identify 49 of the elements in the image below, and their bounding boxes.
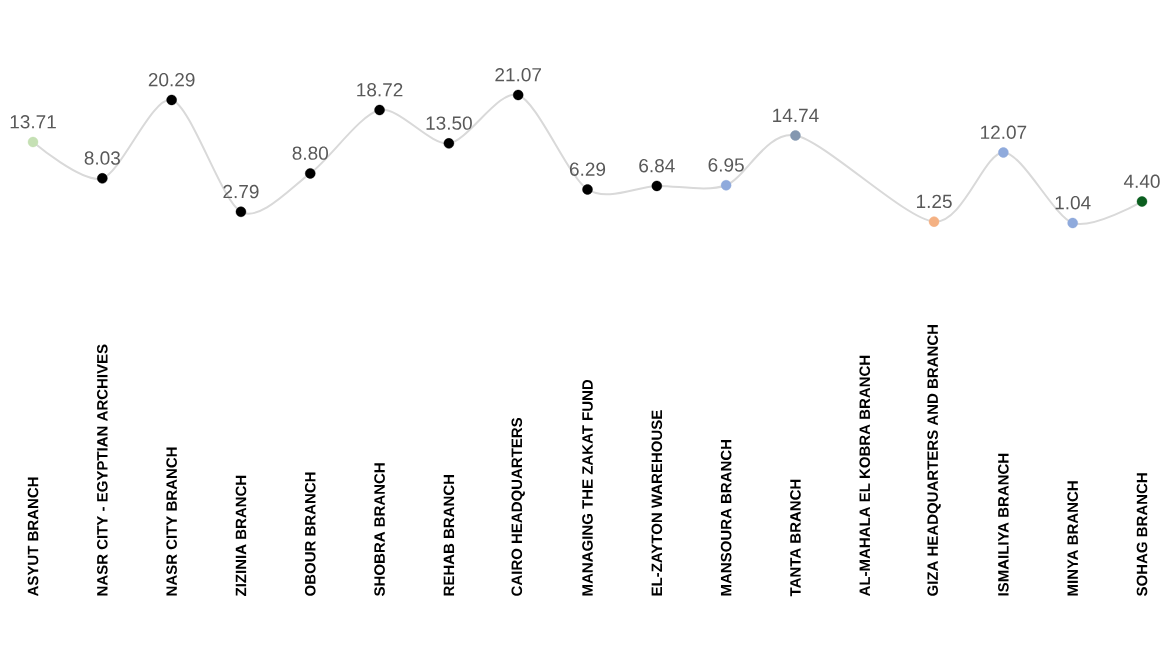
x-tick-label: ZIZINIA BRANCH bbox=[235, 475, 247, 597]
x-tick-label: SHOBRA BRANCH bbox=[374, 463, 385, 597]
data-label: 14.74 bbox=[773, 108, 819, 122]
point bbox=[443, 138, 455, 149]
point bbox=[582, 184, 593, 195]
point bbox=[305, 168, 316, 179]
point bbox=[998, 147, 1009, 158]
x-tick-label: OBOUR BRANCH bbox=[304, 472, 316, 596]
point bbox=[235, 206, 247, 218]
data-label: 13.71 bbox=[10, 115, 56, 129]
x-tick-label: ASYUT BRANCH bbox=[27, 477, 39, 597]
data-label: 8.80 bbox=[292, 146, 328, 160]
x-tick-label: NASR CITY BRANCH bbox=[166, 447, 177, 596]
point bbox=[651, 180, 663, 192]
point bbox=[97, 173, 108, 184]
data-label: 20.29 bbox=[148, 72, 195, 87]
x-tick-label: TANTA BRANCH bbox=[790, 479, 801, 597]
x-tick-label: SOHAG BRANCH bbox=[1136, 473, 1148, 597]
data-label: 21.07 bbox=[495, 68, 542, 82]
x-tick-label: GIZA HEADQUARTERS AND BRANCH bbox=[927, 325, 941, 596]
data-label: 8.03 bbox=[84, 151, 120, 165]
point bbox=[166, 94, 177, 106]
x-tick-label: REHAB BRANCH bbox=[443, 475, 455, 596]
data-label: 13.50 bbox=[426, 116, 472, 130]
data-label: 1.25 bbox=[917, 194, 952, 209]
point bbox=[790, 130, 801, 141]
data-label: 12.07 bbox=[981, 125, 1027, 139]
point bbox=[928, 216, 940, 227]
data-label: 6.95 bbox=[708, 158, 744, 172]
point bbox=[27, 136, 39, 148]
x-tick-label: MANAGING THE ZAKAT FUND bbox=[582, 379, 593, 596]
point bbox=[512, 89, 524, 101]
point bbox=[1067, 217, 1078, 229]
x-tick-label: AL-MAHALA EL KOBRA BRANCH bbox=[859, 355, 871, 597]
data-label: 1.04 bbox=[1055, 196, 1091, 210]
x-tick-label: MINYA BRANCH bbox=[1067, 481, 1078, 596]
data-label: 4.40 bbox=[1123, 174, 1160, 188]
data-label: 6.29 bbox=[569, 162, 606, 176]
x-tick-label: NASR CITY - EGYPTIAN ARCHIVES bbox=[97, 344, 108, 596]
x-tick-label: EL-ZAYTON WAREHOUSE bbox=[651, 410, 663, 596]
x-tick-label: ISMAILIYA BRANCH bbox=[998, 453, 1009, 596]
data-label: 18.72 bbox=[357, 83, 403, 97]
x-tick-label: MANSOURA BRANCH bbox=[720, 440, 732, 596]
data-label: 6.84 bbox=[639, 158, 675, 173]
data-label: 2.79 bbox=[223, 184, 259, 199]
point bbox=[720, 180, 732, 191]
point bbox=[374, 104, 385, 116]
point bbox=[1136, 196, 1148, 207]
x-tick-label: CAIRO HEADQUARTERS bbox=[511, 417, 525, 596]
